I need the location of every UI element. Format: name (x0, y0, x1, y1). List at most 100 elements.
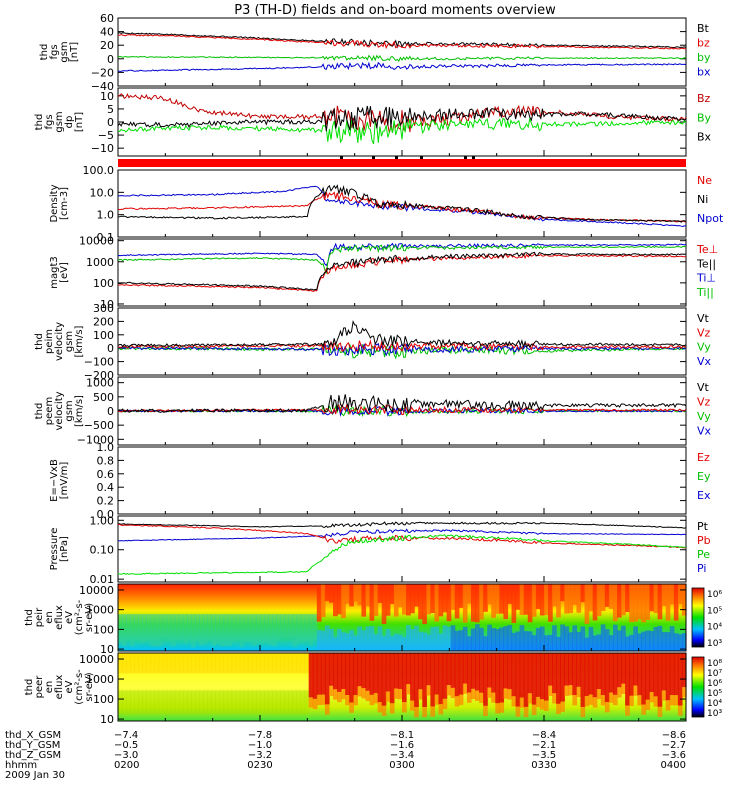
spectrogram-cell (552, 693, 557, 704)
legend-entry: Vy (697, 410, 711, 423)
spectrogram-cell (406, 684, 411, 695)
spectrogram-cell (430, 653, 436, 707)
spectrogram-cell (296, 653, 302, 674)
status-marker (340, 156, 343, 159)
y-tick-label: 0.01 (90, 573, 115, 586)
spectrogram-cell (548, 685, 553, 696)
spectrogram-cell (653, 584, 659, 614)
spectrogram-cell (369, 694, 375, 706)
spectrogram-cell (544, 700, 549, 711)
spectrogram-cell (349, 653, 354, 703)
spectrogram-cell (247, 690, 253, 715)
spectrogram-cell (300, 690, 306, 715)
legend-entry: Vz (697, 396, 711, 409)
y-tick-label: 100 (93, 277, 114, 290)
ephemeris-value: −2.7 (662, 740, 686, 751)
spectrogram-cell (584, 637, 590, 651)
y-axis-label: fgs (49, 44, 60, 59)
spectrogram-cell (462, 584, 468, 623)
series-line-pi (118, 528, 686, 542)
spectrogram-cell (333, 584, 338, 617)
spectrogram-cell (564, 626, 569, 651)
spectrogram-cell (333, 637, 338, 651)
y-axis-label: thd (39, 44, 50, 61)
y-tick-label: 0 (107, 53, 114, 66)
y-axis-label: eV (64, 611, 75, 624)
spectrogram-cell (134, 614, 139, 640)
spectrogram-cell (406, 653, 411, 685)
spectrogram-cell (596, 584, 602, 617)
spectrogram-cell (580, 653, 586, 707)
spectrogram-cell (324, 584, 330, 601)
spectrogram-cell (458, 653, 464, 695)
y-axis-label: sr-eV) (84, 672, 95, 701)
spectrogram-cell (641, 653, 647, 705)
y-tick-label: 10 (100, 643, 114, 656)
spectrogram-cell (122, 653, 127, 674)
spectrogram-cell (393, 633, 399, 651)
spectrogram-cell (268, 690, 273, 715)
y-axis-label: fgs (44, 114, 55, 129)
spectrogram-cell (369, 626, 375, 651)
spectrogram-cell (239, 653, 245, 674)
ephemeris-value: −3.0 (114, 750, 138, 761)
spectrogram-cell (657, 706, 663, 718)
spectrogram-cell (300, 653, 306, 674)
spectrogram-cell (649, 584, 655, 612)
spectrogram-cell (576, 653, 582, 687)
y-axis-label: thd (34, 403, 45, 420)
colorbar-tick-label: 10⁶ (707, 590, 722, 600)
spectrogram-cell (284, 653, 289, 674)
spectrogram-cell (552, 584, 557, 607)
y-axis-label: [nT] (74, 112, 85, 132)
legend-entry: Ti⊥ (696, 272, 716, 285)
legend-entry: Pb (697, 534, 711, 547)
panel-temperature: 10000 1000 100 10 magt3 [eV] Te⊥Te|| Ti⊥Ti|| (49, 235, 718, 311)
spectrogram-cell (320, 694, 326, 705)
legend-entry: Vx (697, 355, 712, 368)
spectrogram-cell (673, 695, 679, 706)
spectrogram-cell (369, 653, 375, 695)
panel-efield: 1.00.80.60.40.20.0 E=−VxB [mV/m] Ez Ey Ex (49, 441, 711, 521)
spectrogram-cell (118, 653, 123, 674)
spectrogram-cell (174, 653, 180, 674)
spectrogram-cell (211, 690, 216, 715)
ephemeris-value: −3.5 (532, 750, 556, 761)
spectrogram-cell (349, 630, 354, 651)
series-group (118, 394, 686, 418)
spectrogram-cell (446, 653, 452, 686)
spectrogram-cell (162, 690, 168, 715)
spectrogram-cell (191, 653, 196, 674)
spectrogram-cell (397, 653, 403, 689)
spectrogram-cell (357, 653, 363, 687)
ephemeris-value: −3.4 (390, 750, 414, 761)
spectrogram-cell (556, 703, 561, 715)
spectrogram-cell (531, 653, 537, 705)
spectrogram-cell (608, 653, 614, 693)
spectrogram-cell (531, 704, 537, 715)
spectrogram-cell (162, 614, 168, 639)
spectrogram-cell (122, 614, 127, 647)
spectrogram-cell (446, 626, 452, 651)
spectrogram-cell (645, 630, 651, 651)
spectrogram-cell (580, 706, 586, 718)
spectrogram-cell (649, 692, 655, 703)
spectrogram-cell (373, 634, 379, 651)
ephemeris-value: −0.5 (114, 740, 138, 751)
spectrogram-cell (661, 632, 667, 651)
spectrogram-cell (414, 625, 419, 651)
legend-entry: Vt (697, 381, 710, 394)
spectrogram-cell (251, 653, 257, 674)
spectrogram-cell (523, 584, 529, 615)
spectrogram-cell (377, 702, 383, 713)
spectrogram-cell (539, 584, 545, 616)
spectrogram-cell (491, 653, 496, 693)
spectrogram-cell (345, 633, 350, 651)
y-axis-label: gsm (64, 331, 75, 352)
spectrogram-cell (637, 653, 642, 696)
spectrogram-cell (442, 653, 448, 699)
spectrogram-cell (519, 697, 525, 708)
spectrogram-cell (446, 685, 452, 696)
y-tick-label: 5 (107, 103, 114, 116)
